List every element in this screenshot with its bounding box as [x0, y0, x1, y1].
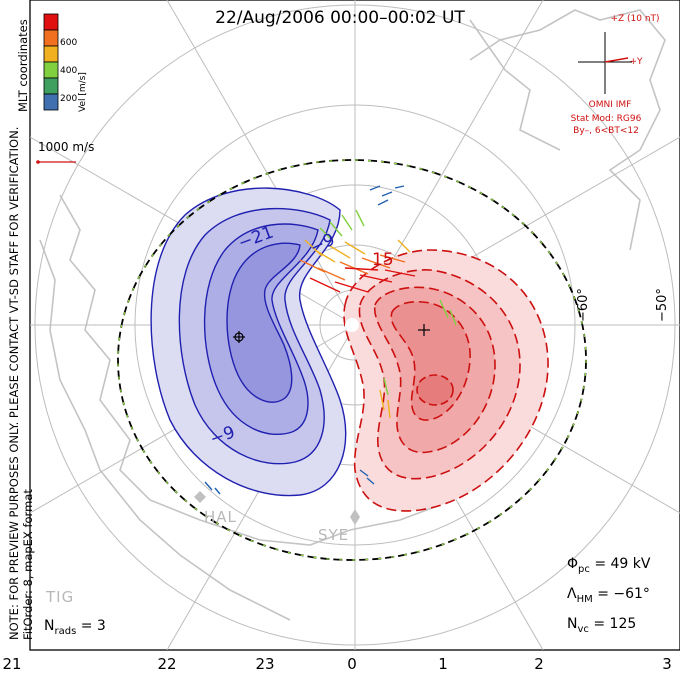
contour-label-15: 15	[372, 250, 394, 270]
mlt-label-2: 2	[534, 655, 544, 673]
colorbar-tick-200: 200	[60, 94, 78, 104]
mlt-label-21: 21	[2, 655, 22, 673]
imf-clock-dial	[578, 32, 632, 94]
lat-label-60: −60°	[576, 288, 591, 322]
mlt-label-23: 23	[255, 655, 275, 673]
colorbar-tick-600: 600	[60, 38, 78, 48]
station-tig: TIG	[46, 588, 75, 606]
mlt-label-22: 22	[157, 655, 177, 673]
reference-vector-label: 1000 m/s	[38, 140, 95, 154]
mlt-label-1: 1	[438, 655, 448, 673]
preview-note: NOTE: FOR PREVIEW PURPOSES ONLY. PLEASE …	[7, 126, 21, 640]
dawn-convection-cell	[343, 249, 549, 512]
mlt-label-3: 3	[662, 655, 672, 673]
hm-latitude: ΛHM = −61°	[567, 586, 650, 605]
lat-label-50: −50°	[655, 288, 670, 322]
coords-label: MLT coordinates	[16, 19, 30, 112]
map-title: 22/Aug/2006 00:00–00:02 UT	[215, 8, 465, 28]
dusk-convection-cell	[150, 187, 347, 497]
imf-source: OMNI IMF	[588, 100, 632, 110]
velocity-colorbar	[43, 13, 59, 111]
cross-polar-cap-potential: Φpc = 49 kV	[567, 556, 651, 575]
station-hal: HAL	[204, 508, 237, 526]
imf-model: Stat Mod: RG96	[570, 114, 642, 124]
potential-extrema	[233, 324, 430, 343]
colorbar-tick-400: 400	[60, 66, 78, 76]
imf-z-label: +Z (10 nT)	[610, 14, 660, 24]
velocity-vectors	[204, 185, 457, 495]
radar-count: Nrads = 3	[44, 618, 106, 637]
colorbar-label: Vel [m/s]	[78, 72, 88, 112]
coastlines	[39, 9, 666, 621]
mlt-label-0: 0	[347, 655, 357, 673]
fit-order-note: FitOrder: 8, mapEX format	[21, 489, 35, 640]
station-sye: SYE	[318, 526, 350, 544]
vector-count: Nvc = 125	[567, 616, 637, 635]
imf-y-label: +Y	[629, 57, 643, 67]
imf-condition: By–, 6<BT<12	[573, 126, 639, 136]
